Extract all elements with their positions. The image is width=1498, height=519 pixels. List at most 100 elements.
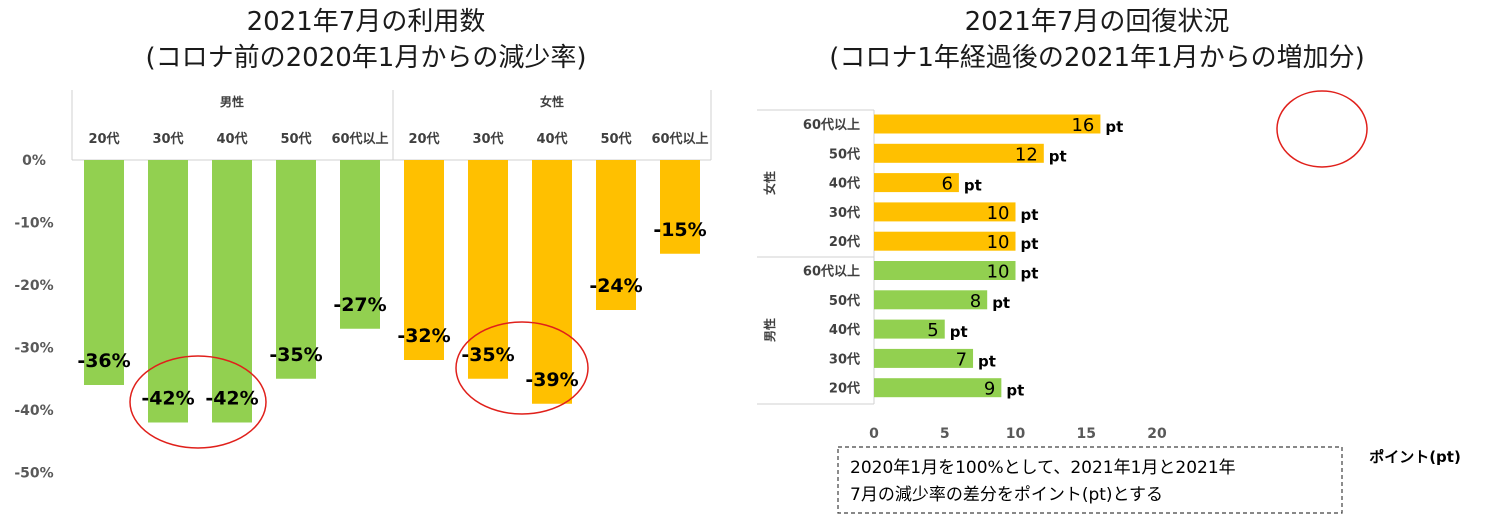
category-label: 60代以上 bbox=[651, 131, 708, 147]
data-label: 9 bbox=[984, 379, 995, 400]
category-label: 50代 bbox=[829, 293, 860, 309]
bar bbox=[874, 202, 1016, 222]
highlight-circle-female-60plus bbox=[1276, 90, 1368, 168]
category-label: 50代 bbox=[280, 131, 311, 147]
bar bbox=[212, 160, 252, 423]
bar bbox=[874, 261, 1016, 280]
note-line-2: 7月の減少率の差分をポイント(pt)とする bbox=[850, 485, 1163, 505]
bar bbox=[84, 160, 124, 385]
left-category-header: 男性 20代 30代 40代 50代 60代以上 女性 20代 30代 40代 50代 60代以上 bbox=[71, 90, 712, 161]
category-label: 40代 bbox=[829, 176, 860, 192]
category-label: 60代以上 bbox=[803, 117, 860, 133]
y-tick-label: -20% bbox=[14, 278, 53, 294]
left-chart-subtitle: (コロナ前の2020年1月からの減少率) bbox=[146, 43, 587, 73]
unit-label: pt bbox=[1049, 147, 1067, 165]
unit-label: pt bbox=[1021, 206, 1039, 224]
category-label: 60代以上 bbox=[331, 131, 388, 147]
category-label: 40代 bbox=[216, 131, 247, 147]
data-label: -42% bbox=[205, 388, 258, 410]
category-label: 50代 bbox=[600, 131, 631, 147]
unit-label: pt bbox=[1021, 265, 1039, 283]
y-tick-label: -40% bbox=[14, 403, 53, 419]
category-label: 50代 bbox=[829, 146, 860, 162]
bar bbox=[874, 348, 974, 368]
data-label: 12 bbox=[1015, 144, 1038, 165]
bar bbox=[340, 160, 380, 329]
data-label: -15% bbox=[653, 219, 706, 241]
data-label: -24% bbox=[589, 275, 642, 297]
group-label: 女性 bbox=[540, 94, 564, 109]
bar bbox=[468, 160, 508, 379]
data-label: -39% bbox=[525, 369, 578, 391]
bar bbox=[148, 160, 188, 423]
y-tick-label: -10% bbox=[14, 216, 53, 232]
group-label: 女性 bbox=[762, 171, 777, 195]
bar bbox=[596, 160, 636, 310]
right-chart: 2021年7月の回復状況 (コロナ1年経過後の2021年1月からの増加分) 女性… bbox=[757, 7, 1461, 514]
bar bbox=[532, 160, 572, 404]
y-tick-label: -30% bbox=[14, 341, 53, 357]
bar bbox=[874, 378, 1002, 398]
category-label: 20代 bbox=[88, 131, 119, 147]
left-chart-title: 2021年7月の利用数 bbox=[247, 7, 486, 37]
bar bbox=[276, 160, 316, 379]
data-label: -36% bbox=[77, 350, 130, 372]
data-label: -32% bbox=[397, 325, 450, 347]
data-label: 8 bbox=[970, 291, 981, 312]
data-label: -35% bbox=[269, 344, 322, 366]
group-label: 男性 bbox=[220, 94, 244, 109]
unit-label: pt bbox=[950, 323, 968, 341]
x-tick-label: 5 bbox=[940, 426, 950, 442]
bar bbox=[874, 319, 945, 339]
category-label: 30代 bbox=[829, 351, 860, 367]
left-chart: 2021年7月の利用数 (コロナ前の2020年1月からの減少率) 男性 20代 30… bbox=[14, 7, 712, 482]
unit-label: pt bbox=[1021, 235, 1039, 253]
bar bbox=[874, 143, 1044, 163]
category-label: 30代 bbox=[829, 205, 860, 221]
bar bbox=[874, 290, 988, 310]
x-tick-label: 0 bbox=[869, 426, 879, 442]
bar bbox=[874, 114, 1101, 134]
category-label: 40代 bbox=[536, 131, 567, 147]
y-tick-label: -50% bbox=[14, 466, 53, 482]
category-label: 60代以上 bbox=[803, 264, 860, 280]
left-bars bbox=[84, 160, 700, 423]
left-data-labels: -36% -42% -42% -35% -27% -32% -35% -39% -24% -15% bbox=[77, 219, 706, 410]
right-chart-title: 2021年7月の回復状況 bbox=[965, 7, 1230, 37]
bar bbox=[874, 173, 959, 193]
y-tick-label: 0% bbox=[22, 153, 46, 169]
data-label: -27% bbox=[333, 294, 386, 316]
left-y-axis: 0% -10% -20% -30% -40% -50% bbox=[14, 153, 53, 482]
bar bbox=[660, 160, 700, 254]
data-label: 10 bbox=[987, 232, 1010, 253]
note-box bbox=[837, 446, 1343, 514]
highlight-circle-female-30-40 bbox=[455, 321, 589, 415]
unit-label: pt bbox=[992, 294, 1010, 312]
category-label: 30代 bbox=[152, 131, 183, 147]
unit-label: pt bbox=[1006, 382, 1024, 400]
data-label: -42% bbox=[141, 388, 194, 410]
bar bbox=[404, 160, 444, 360]
right-x-axis-label: ポイント(pt) bbox=[1369, 448, 1461, 466]
highlight-circle-male-30-40 bbox=[129, 355, 267, 449]
bar bbox=[874, 231, 1016, 251]
data-label: 5 bbox=[927, 320, 938, 341]
data-label: 10 bbox=[987, 203, 1010, 224]
category-label: 20代 bbox=[829, 234, 860, 250]
category-label: 40代 bbox=[829, 322, 860, 338]
category-label: 20代 bbox=[408, 131, 439, 147]
x-tick-label: 10 bbox=[1006, 426, 1026, 442]
data-label: -35% bbox=[461, 344, 514, 366]
right-bars bbox=[874, 114, 1101, 398]
category-label: 30代 bbox=[472, 131, 503, 147]
right-x-axis: 0 5 10 15 20 bbox=[869, 426, 1167, 442]
unit-label: pt bbox=[978, 352, 996, 370]
data-label: 16 bbox=[1071, 115, 1094, 136]
data-label: 10 bbox=[987, 262, 1010, 283]
x-tick-label: 20 bbox=[1147, 426, 1167, 442]
group-label: 男性 bbox=[762, 318, 777, 342]
data-label: 7 bbox=[956, 349, 967, 370]
unit-label: pt bbox=[964, 177, 982, 195]
